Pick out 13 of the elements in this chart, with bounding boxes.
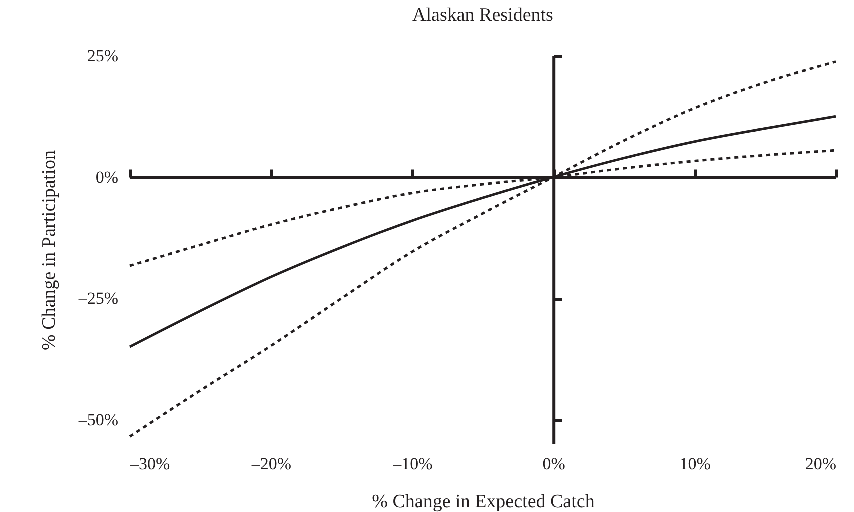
x-tick-label: 10% [680, 454, 711, 474]
y-axis-title: % Change in Participation [38, 150, 60, 350]
x-tick-label: –30% [130, 454, 170, 474]
x-tick-label: 20% [805, 454, 836, 474]
x-axis-title: % Change in Expected Catch [372, 492, 596, 512]
y-tick-label: 25% [87, 46, 118, 66]
x-tick-label: 0% [542, 454, 566, 474]
y-tick-label: –25% [78, 289, 118, 308]
x-tick-label: –20% [250, 454, 292, 474]
y-tick-label: 0% [96, 168, 118, 187]
y-tick-label: –50% [78, 410, 118, 430]
chart-title: Alaskan Residents [412, 5, 554, 26]
x-tick-label: –10% [392, 454, 433, 474]
